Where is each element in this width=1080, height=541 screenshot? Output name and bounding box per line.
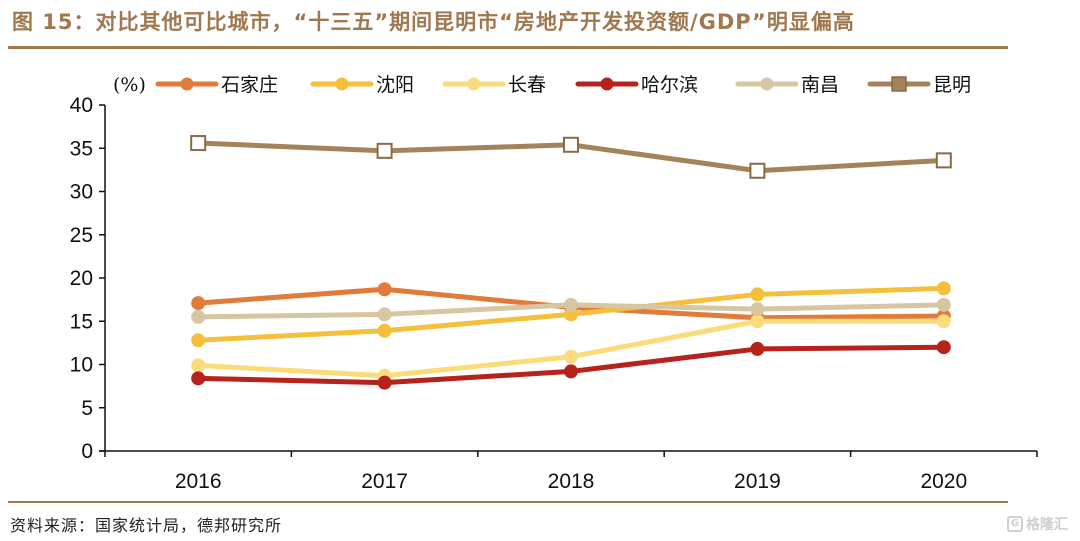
data-point	[191, 333, 206, 348]
data-point-square	[749, 162, 766, 179]
series-长春	[191, 314, 951, 383]
x-tick-label: 2017	[361, 470, 408, 493]
y-tick-label: 20	[70, 267, 93, 290]
legend-label: 沈阳	[376, 74, 414, 96]
legend-item: 石家庄	[155, 74, 278, 96]
legend-marker-circle	[180, 77, 194, 91]
legend-label: 昆明	[933, 74, 971, 96]
legend-item: 沈阳	[310, 74, 414, 96]
legend-marker-circle	[600, 77, 614, 91]
series-南昌	[191, 297, 951, 324]
data-point	[936, 340, 951, 355]
data-point	[377, 375, 392, 390]
data-point	[377, 307, 392, 322]
y-tick-label: 10	[70, 354, 93, 377]
legend-marker-circle	[467, 77, 481, 91]
gelonghui-logo-icon: G	[1007, 516, 1023, 532]
legend-label: 哈尔滨	[641, 74, 698, 96]
legend: (%) 石家庄 沈阳 长春 哈尔滨 南昌 昆明	[113, 74, 971, 96]
data-point	[377, 282, 392, 297]
y-tick-label: 15	[70, 310, 93, 333]
x-tick-label: 2020	[920, 470, 967, 493]
legend-label: 石家庄	[221, 74, 278, 96]
legend-label: 南昌	[801, 74, 839, 96]
y-tick-label: 5	[81, 397, 93, 420]
data-point-square	[563, 136, 579, 153]
legend-marker-circle	[335, 77, 349, 91]
x-tick-label: 2018	[548, 470, 595, 493]
data-point	[564, 349, 578, 364]
y-tick-label: 0	[81, 440, 93, 463]
title-divider	[8, 46, 1008, 49]
data-point-square	[376, 142, 393, 159]
data-point-square	[190, 135, 207, 152]
figure-title: 图 15：对比其他可比城市，“十三五”期间昆明市“房地产开发投资额/GDP”明显…	[12, 10, 855, 34]
data-point	[564, 364, 578, 379]
data-point	[750, 341, 765, 356]
series-昆明	[190, 135, 952, 179]
data-point-square	[935, 152, 952, 169]
data-point	[191, 358, 206, 373]
data-point	[936, 281, 951, 296]
data-point	[750, 287, 765, 302]
y-tick-label: 30	[70, 181, 93, 204]
data-point	[377, 323, 392, 338]
data-point	[936, 297, 951, 312]
y-tick-label: 35	[70, 137, 93, 160]
legend-item: 哈尔滨	[575, 74, 698, 96]
axes: 0 5 10 15 20 25 30 35 40 2016 2017 2018 2019 2020	[70, 94, 1038, 493]
y-tick-label: 40	[70, 94, 93, 117]
data-point	[936, 314, 951, 329]
series-layer	[190, 135, 952, 390]
legend-marker-circle	[760, 77, 774, 91]
legend-label: 长春	[508, 74, 546, 96]
series-哈尔滨	[191, 340, 951, 390]
watermark: G 格隆汇	[1007, 514, 1068, 534]
y-unit-label: (%)	[113, 74, 146, 96]
data-point	[750, 314, 765, 329]
legend-item: 南昌	[735, 74, 839, 96]
data-point	[191, 309, 206, 324]
data-point	[191, 371, 206, 386]
legend-marker-square	[891, 76, 907, 92]
data-point	[564, 297, 578, 312]
x-tick-label: 2016	[175, 470, 222, 493]
line-chart: 0 5 10 15 20 25 30 35 40 2016 2017 2018 2019 2020 (%)…	[70, 74, 1038, 493]
source-note: 资料来源：国家统计局，德邦研究所	[10, 516, 283, 535]
y-tick-label: 25	[70, 224, 93, 247]
watermark-text: 格隆汇	[1026, 517, 1068, 533]
legend-item: 长春	[442, 74, 546, 96]
data-point	[750, 302, 765, 317]
x-tick-label: 2019	[734, 470, 781, 493]
source-divider	[8, 501, 1008, 503]
data-point	[191, 296, 206, 311]
legend-item: 昆明	[867, 74, 971, 96]
